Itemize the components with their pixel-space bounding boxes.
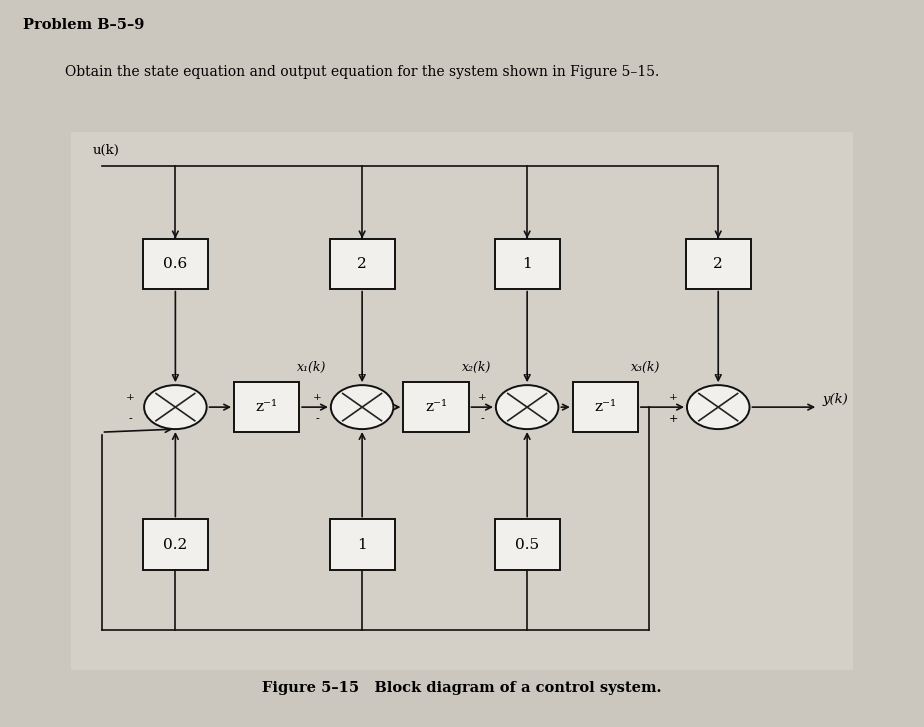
Bar <box>686 238 751 289</box>
Text: -: - <box>315 414 319 425</box>
Circle shape <box>331 385 394 429</box>
Text: y(k): y(k) <box>822 393 848 406</box>
Text: x₁(k): x₁(k) <box>297 361 326 374</box>
Bar <box>234 382 299 432</box>
Bar <box>494 520 560 569</box>
Text: 2: 2 <box>713 257 723 270</box>
Circle shape <box>687 385 749 429</box>
Bar <box>143 238 208 289</box>
Text: Obtain the state equation and output equation for the system shown in Figure 5–1: Obtain the state equation and output equ… <box>65 65 659 79</box>
Bar <box>330 520 395 569</box>
Text: 0.2: 0.2 <box>164 537 188 552</box>
Bar <box>573 382 638 432</box>
Text: 0.5: 0.5 <box>515 537 540 552</box>
Text: z⁻¹: z⁻¹ <box>594 400 616 414</box>
Bar <box>330 238 395 289</box>
Text: x₃(k): x₃(k) <box>631 361 661 374</box>
Text: u(k): u(k) <box>92 144 120 157</box>
Text: 1: 1 <box>522 257 532 270</box>
Bar <box>494 238 560 289</box>
Text: +: + <box>478 393 486 402</box>
Text: +: + <box>523 369 531 379</box>
Text: 1: 1 <box>358 537 367 552</box>
Text: +: + <box>126 393 135 402</box>
Text: +: + <box>714 369 723 379</box>
Text: 2: 2 <box>358 257 367 270</box>
Bar <box>404 382 468 432</box>
Circle shape <box>144 385 207 429</box>
Text: x₂(k): x₂(k) <box>462 361 492 374</box>
Text: -: - <box>480 414 484 425</box>
Text: +: + <box>358 369 367 379</box>
Circle shape <box>496 385 558 429</box>
Text: +: + <box>171 369 180 379</box>
Text: Figure 5–15   Block diagram of a control system.: Figure 5–15 Block diagram of a control s… <box>262 681 662 695</box>
Text: +: + <box>668 414 677 425</box>
Text: 0.6: 0.6 <box>164 257 188 270</box>
Text: -: - <box>128 414 132 425</box>
Text: z⁻¹: z⁻¹ <box>425 400 447 414</box>
Text: +: + <box>669 393 677 402</box>
Bar <box>71 132 853 670</box>
Bar <box>143 520 208 569</box>
Text: z⁻¹: z⁻¹ <box>256 400 277 414</box>
Text: +: + <box>312 393 322 402</box>
Text: Problem B–5–9: Problem B–5–9 <box>23 18 144 32</box>
